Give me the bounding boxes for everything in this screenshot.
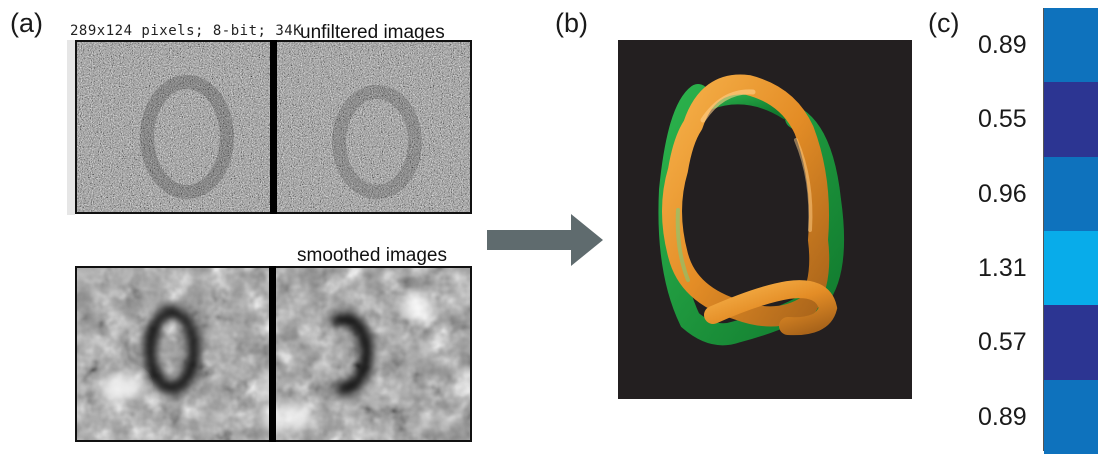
smoothed-divider xyxy=(269,266,276,442)
scale-block xyxy=(1044,82,1098,157)
rope-ring-render xyxy=(618,40,912,399)
scale-value-label: 0.55 xyxy=(978,105,1043,133)
unfiltered-divider xyxy=(270,40,277,214)
rendered-structure xyxy=(618,40,912,399)
scale-block xyxy=(1044,305,1098,380)
panel-label-a: (a) xyxy=(10,8,43,38)
smoothed-images-caption: smoothed images xyxy=(297,246,447,266)
scale-block xyxy=(1044,8,1098,83)
scale-value-label: 0.89 xyxy=(978,31,1043,59)
scale-value-label: 0.57 xyxy=(978,328,1043,356)
scale-block xyxy=(1044,380,1098,454)
scale-block xyxy=(1044,157,1098,232)
scale-value-label: 0.96 xyxy=(978,180,1043,208)
panel-label-b: (b) xyxy=(555,8,588,38)
scale-value-label: 1.31 xyxy=(978,254,1043,282)
scale-value-label: 0.89 xyxy=(978,403,1043,431)
image-info-caption: 289x124 pixels; 8-bit; 34K xyxy=(70,23,302,39)
window-edge-shade xyxy=(67,40,75,215)
panel-label-c: (c) xyxy=(928,8,959,38)
right-arrow-icon xyxy=(487,212,605,268)
scale-block xyxy=(1044,231,1098,306)
